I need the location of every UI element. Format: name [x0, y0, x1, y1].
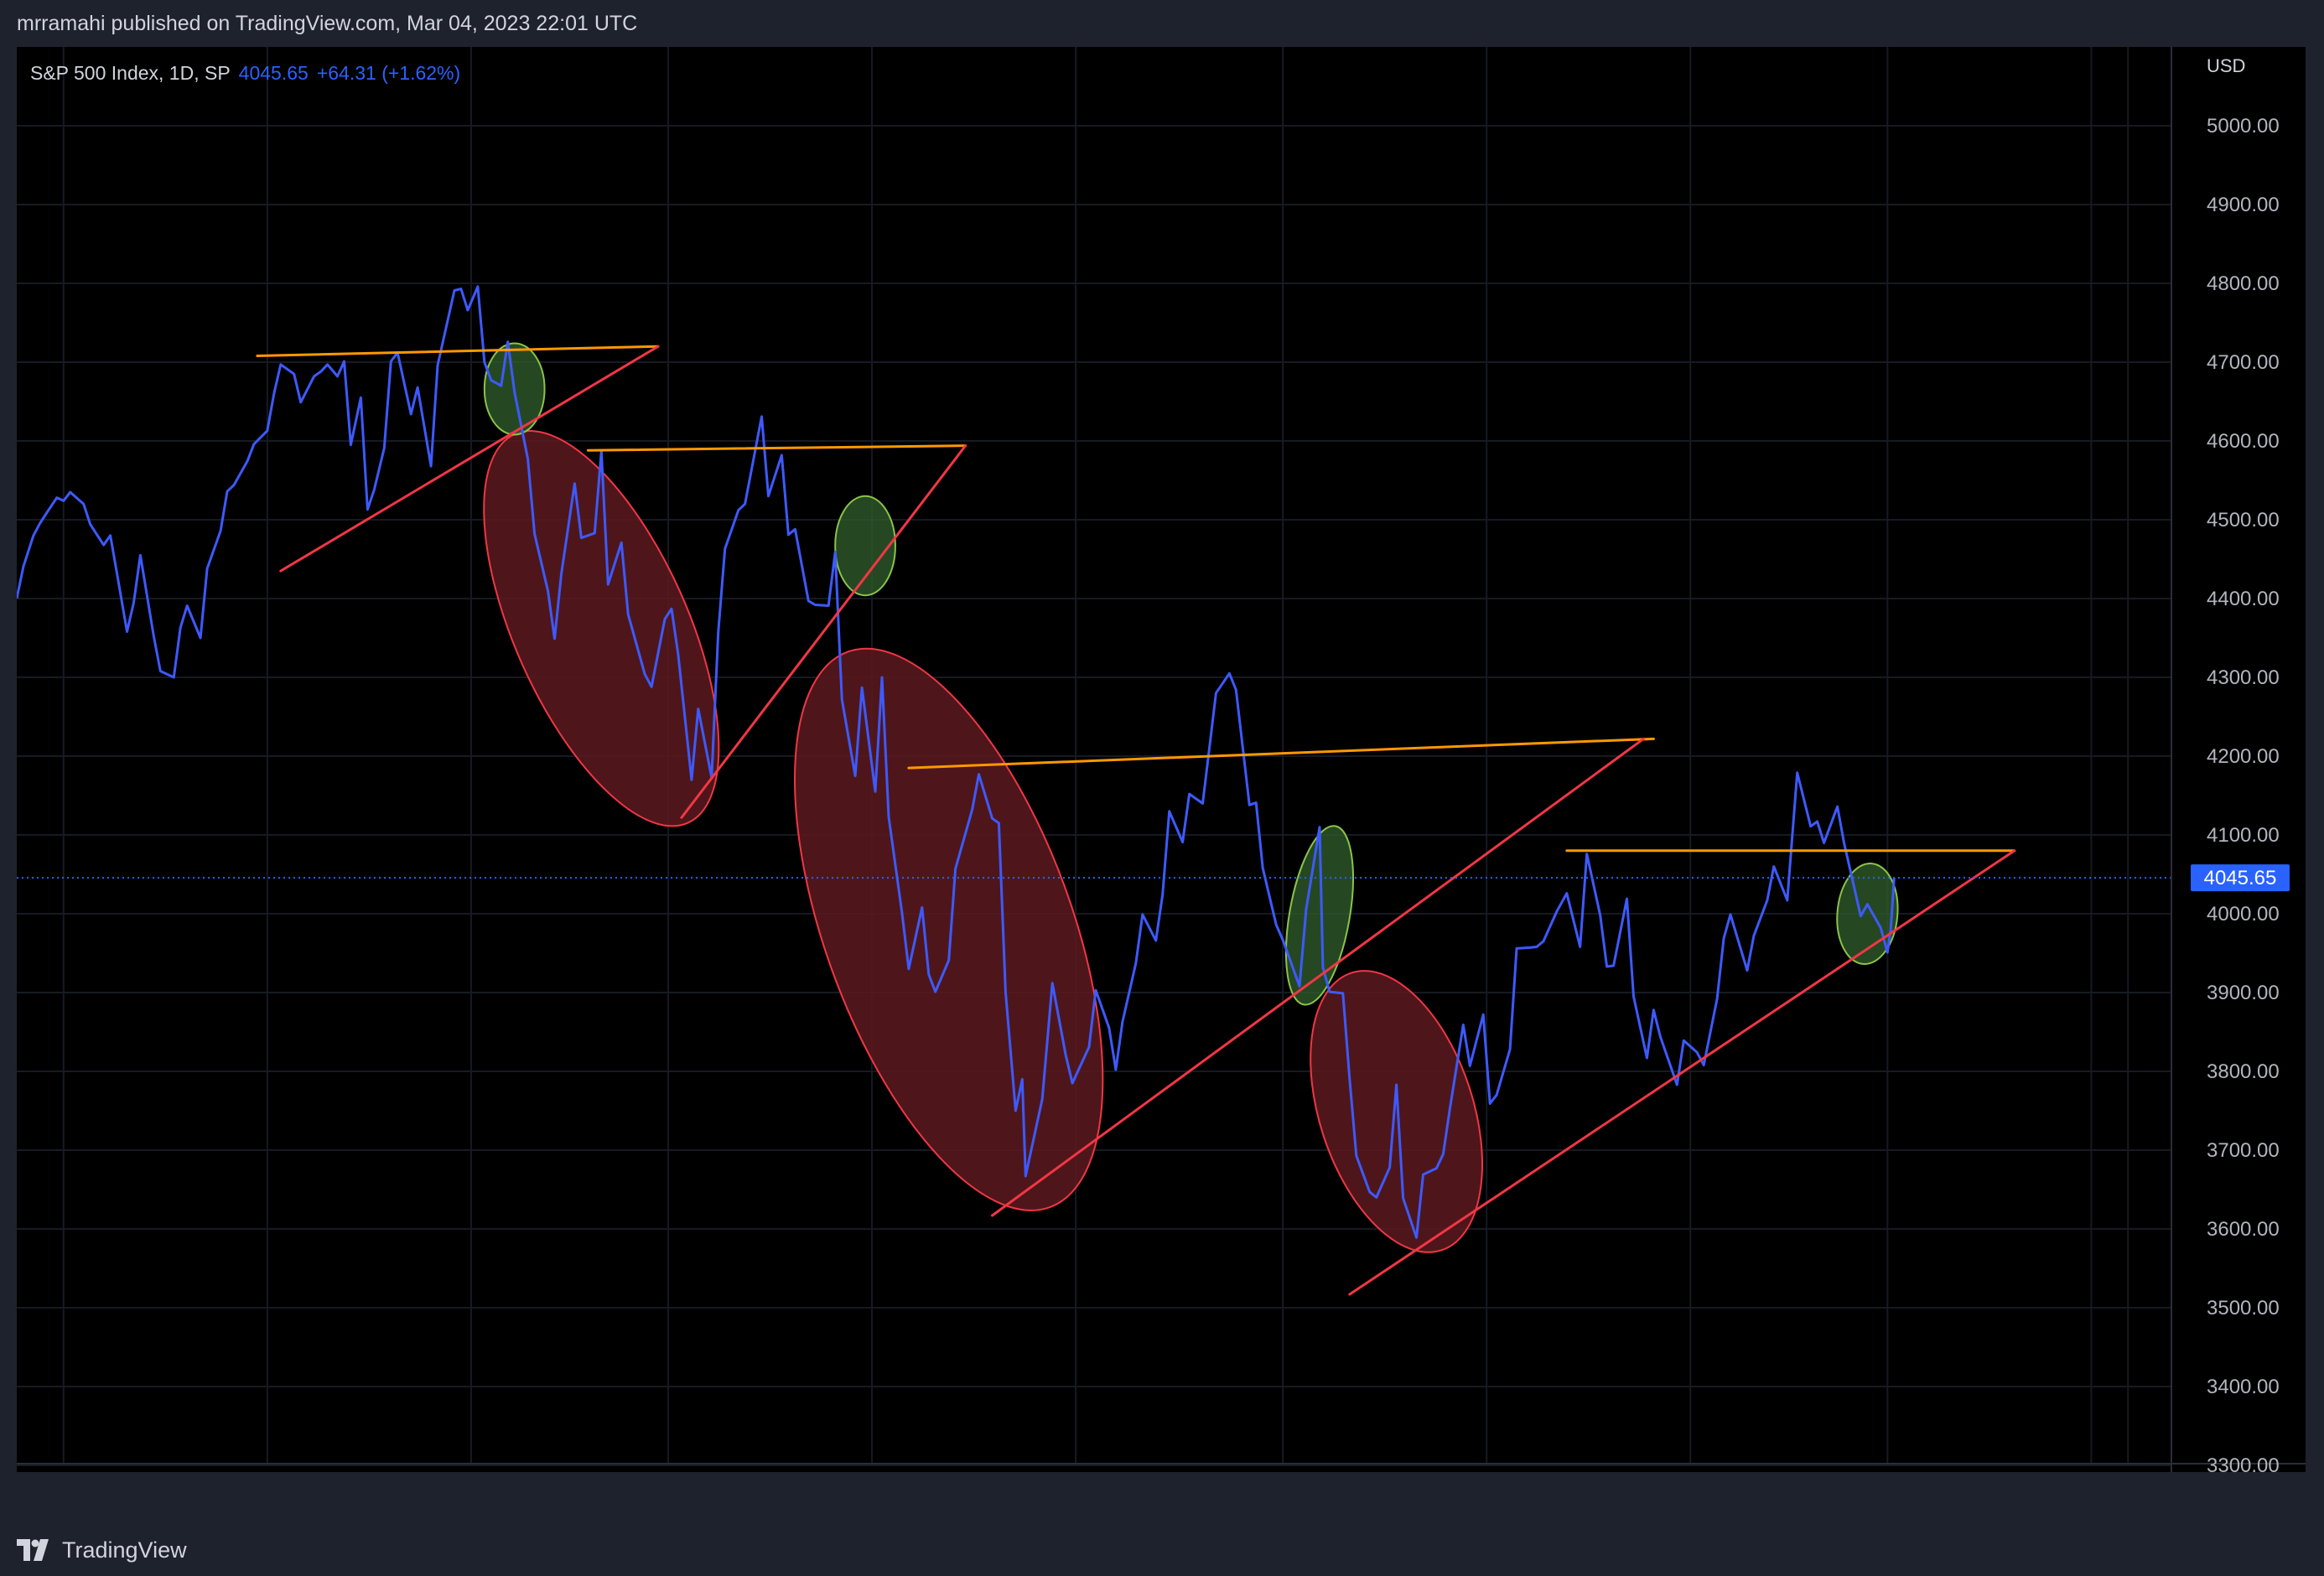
price-axis-tick-label: 3300.00 [2207, 1454, 2280, 1472]
price-axis-tick-label: 4800.00 [2207, 272, 2280, 295]
highlight-ellipse-red [1310, 970, 1483, 1253]
publish-header: mrramahi published on TradingView.com, M… [0, 0, 2324, 47]
price-axis-tick-label: 4700.00 [2207, 351, 2280, 374]
chart-frame[interactable]: 4045.65 3300.00 3400.00 3500.00 3600.00 3700… [17, 47, 2306, 1472]
footer: TradingView [0, 1524, 2324, 1576]
support-trendline [1348, 849, 2016, 1296]
price-series-line [17, 285, 1896, 1239]
price-chart[interactable]: 4045.65 3300.00 3400.00 3500.00 3600.00 3700… [17, 47, 2306, 1472]
price-axis-tick-label: 4500.00 [2207, 509, 2280, 531]
price-axis-tick-label: 3800.00 [2207, 1060, 2280, 1083]
tradingview-logo[interactable]: TradingView [17, 1536, 187, 1564]
symbol-legend[interactable]: S&P 500 Index, 1D, SP 4045.65 +64.31 (+1.6… [30, 62, 460, 85]
price-axis-tick-label: 3600.00 [2207, 1218, 2280, 1241]
currency-label[interactable]: USD [2207, 55, 2246, 76]
tradingview-brand: TradingView [62, 1537, 187, 1563]
price-axis-tick-label: 4200.00 [2207, 745, 2280, 768]
last-price-tag [2191, 864, 2290, 892]
price-axis-tick-label: 4300.00 [2207, 666, 2280, 689]
resistance-trendline [907, 737, 1655, 770]
series-layer [17, 285, 1896, 1239]
price-axis-tick-label: 3700.00 [2207, 1139, 2280, 1162]
resistance-trendline [256, 345, 660, 357]
resistance-trendline [586, 444, 967, 452]
chart-background [17, 47, 2306, 1472]
price-axis-tick-label: 4100.00 [2207, 824, 2280, 847]
price-axis-tick-label: 3500.00 [2207, 1297, 2280, 1319]
trendlines [256, 345, 2016, 1296]
price-axis-tick-label: 5000.00 [2207, 115, 2280, 137]
highlight-ellipse-green [834, 495, 896, 597]
symbol-line: S&P 500 Index, 1D, SP [30, 62, 231, 84]
support-trendline [680, 444, 967, 819]
tradingview-logo-icon [17, 1539, 49, 1561]
highlight-ellipse-red [794, 647, 1104, 1211]
legend-price: 4045.65 [238, 62, 309, 84]
price-axis-tick-label: 4900.00 [2207, 194, 2280, 216]
price-axis-tick-label: 4400.00 [2207, 588, 2280, 610]
legend-change: +64.31 (+1.62%) [316, 62, 461, 84]
support-trendline [990, 737, 1645, 1217]
price-axis-tick-label: 4000.00 [2207, 903, 2280, 925]
last-price-tag-label: 4045.65 [2204, 867, 2277, 889]
price-axis-tick-label: 3400.00 [2207, 1376, 2280, 1398]
last-price-marker: 4045.65 [17, 864, 2290, 892]
price-axis-tick-label: 4600.00 [2207, 430, 2280, 453]
price-axis-tick-label: 3900.00 [2207, 982, 2280, 1004]
support-trendline [279, 345, 660, 573]
publish-line: mrramahi published on TradingView.com, M… [17, 12, 638, 35]
grid [17, 47, 2171, 1466]
price-axis[interactable]: 3300.00 3400.00 3500.00 3600.00 3700.00 3800.… [2207, 115, 2280, 1472]
